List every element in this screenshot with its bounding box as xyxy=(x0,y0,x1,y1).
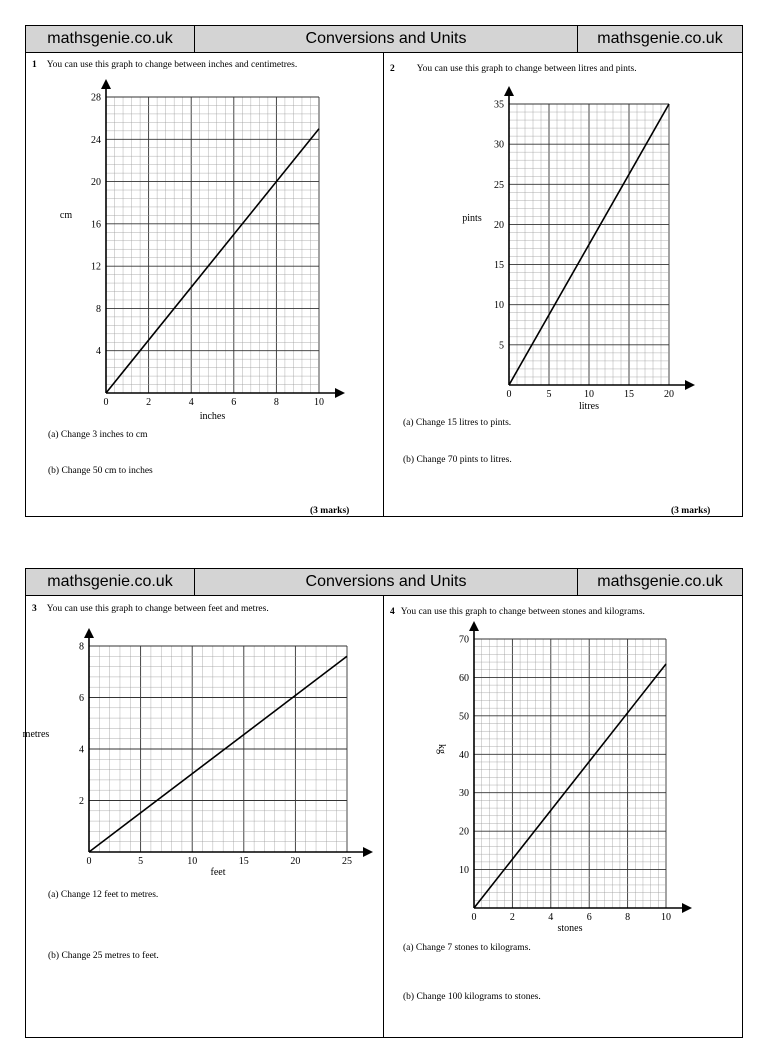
worksheet-bottom: mathsgenie.co.uk Conversions and Units m… xyxy=(25,568,743,1038)
column-divider xyxy=(383,595,384,1037)
question-text: You can use this graph to change between… xyxy=(416,64,637,74)
question-number: 3 xyxy=(32,604,37,614)
header-site-left[interactable]: mathsgenie.co.uk xyxy=(26,569,195,595)
worksheet-top: mathsgenie.co.uk Conversions and Units m… xyxy=(25,25,743,517)
question-4b: (b) Change 100 kilograms to stones. xyxy=(403,992,541,1002)
question-1a: (a) Change 3 inches to cm xyxy=(48,430,148,440)
question-number: 1 xyxy=(32,60,37,70)
question-4a: (a) Change 7 stones to kilograms. xyxy=(403,943,531,953)
header-site-right[interactable]: mathsgenie.co.uk xyxy=(597,30,723,47)
question-1b: (b) Change 50 cm to inches xyxy=(48,466,153,476)
question-1-prompt: 1 You can use this graph to change betwee… xyxy=(32,60,297,70)
question-number: 4 xyxy=(390,607,395,617)
question-2a: (a) Change 15 litres to pints. xyxy=(403,418,512,428)
question-2-prompt: 2 You can use this graph to change betwee… xyxy=(390,64,637,74)
question-number: 2 xyxy=(390,64,395,74)
question-3a: (a) Change 12 feet to metres. xyxy=(48,890,159,900)
question-3b: (b) Change 25 metres to feet. xyxy=(48,951,159,961)
question-1-marks: (3 marks) xyxy=(310,506,350,516)
question-2b: (b) Change 70 pints to litres. xyxy=(403,455,512,465)
question-3-prompt: 3 You can use this graph to change betwee… xyxy=(32,604,269,614)
header-bar: mathsgenie.co.uk Conversions and Units m… xyxy=(26,569,742,596)
question-text: You can use this graph to change between… xyxy=(46,60,298,70)
header-site-left[interactable]: mathsgenie.co.uk xyxy=(26,26,195,52)
question-text: You can use this graph to change between… xyxy=(400,607,645,617)
header-bar: mathsgenie.co.uk Conversions and Units m… xyxy=(26,26,742,53)
header-site-right[interactable]: mathsgenie.co.uk xyxy=(597,573,723,590)
column-divider xyxy=(383,52,384,516)
question-4-prompt: 4 You can use this graph to change betwee… xyxy=(390,607,645,617)
header-title: Conversions and Units xyxy=(195,569,578,595)
header-title: Conversions and Units xyxy=(195,26,578,52)
question-2-marks: (3 marks) xyxy=(671,506,711,516)
question-text: You can use this graph to change between… xyxy=(46,604,269,614)
